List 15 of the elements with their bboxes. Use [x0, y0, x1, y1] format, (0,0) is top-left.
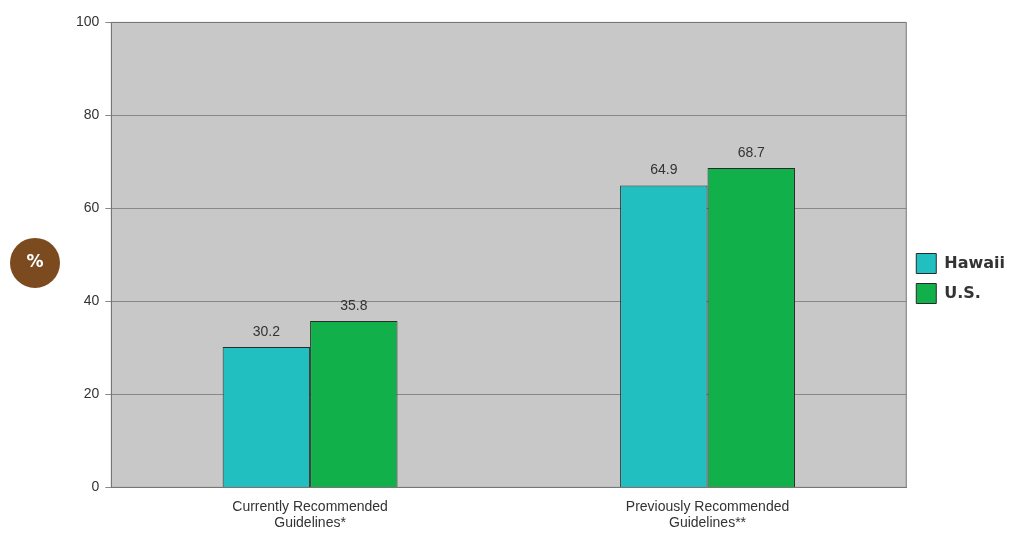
y-tick-label: 100	[76, 13, 100, 30]
legend-label: U.S.	[944, 282, 981, 302]
y-tick-label: 60	[83, 199, 100, 216]
data-label: 35.8	[340, 296, 368, 313]
y-tick-label: 20	[83, 385, 100, 402]
legend-label: Hawaii	[944, 252, 1005, 272]
y-tick-label: 0	[91, 478, 100, 495]
y-tick-label: 40	[83, 292, 100, 309]
data-label: 30.2	[252, 322, 281, 339]
y-tick-label: 80	[83, 106, 100, 123]
data-label: 68.7	[737, 143, 766, 160]
x-tick-label: Previously Recommended Guidelines**	[625, 497, 790, 531]
x-tick-label: Currently Recommended Guidelines*	[232, 497, 388, 531]
y-axis-title: %	[26, 251, 44, 272]
data-label: 64.9	[650, 161, 678, 178]
